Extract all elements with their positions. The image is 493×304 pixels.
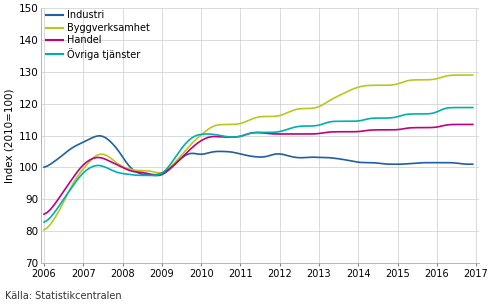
Byggverksamhet [185, 146, 191, 150]
Övriga tjänster [172, 156, 178, 160]
Handel [93, 156, 99, 159]
Handel [463, 123, 469, 126]
Byggverksamhet [385, 83, 390, 87]
Handel [77, 167, 83, 170]
Handel [388, 128, 394, 132]
Byggverksamhet [93, 154, 99, 157]
Industri [192, 152, 198, 155]
Övriga tjänster [93, 164, 99, 167]
Line: Industri: Industri [44, 136, 473, 175]
Legend: Industri, Byggverksamhet, Handel, Övriga tjänster: Industri, Byggverksamhet, Handel, Övriga… [46, 10, 150, 60]
Industri [391, 162, 397, 166]
Industri [97, 134, 103, 138]
Handel [185, 150, 191, 153]
Line: Byggverksamhet: Byggverksamhet [44, 75, 473, 230]
Byggverksamhet [172, 161, 178, 164]
Industri [178, 157, 184, 160]
Byggverksamhet [77, 171, 83, 175]
Industri [77, 142, 83, 146]
Handel [470, 123, 476, 126]
Industri [93, 134, 99, 138]
Byggverksamhet [41, 228, 47, 232]
Handel [41, 212, 47, 216]
Handel [172, 162, 178, 166]
Industri [41, 165, 47, 169]
Övriga tjänster [460, 106, 466, 109]
Övriga tjänster [388, 116, 394, 120]
Text: Källa: Statistikcentralen: Källa: Statistikcentralen [5, 291, 122, 301]
Övriga tjänster [385, 116, 390, 120]
Övriga tjänster [41, 220, 47, 224]
Industri [152, 174, 158, 177]
Övriga tjänster [470, 106, 476, 109]
Byggverksamhet [388, 83, 394, 87]
Industri [394, 162, 400, 166]
Line: Övriga tjänster: Övriga tjänster [44, 108, 473, 222]
Handel [385, 128, 390, 132]
Line: Handel: Handel [44, 124, 473, 214]
Byggverksamhet [470, 73, 476, 77]
Y-axis label: Index (2010=100): Index (2010=100) [4, 88, 14, 183]
Industri [470, 162, 476, 166]
Övriga tjänster [77, 174, 83, 178]
Byggverksamhet [463, 73, 469, 77]
Övriga tjänster [185, 139, 191, 143]
